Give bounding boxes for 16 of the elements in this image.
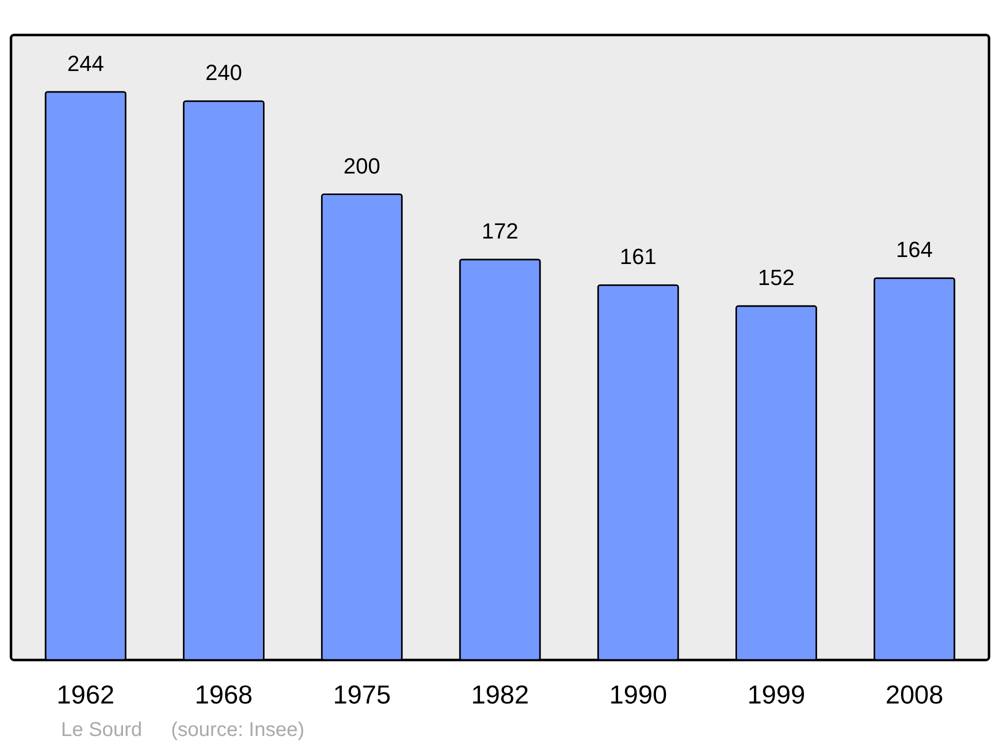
text: Le Sourd — [61, 719, 142, 741]
x-tick-label: 1982 — [471, 680, 529, 710]
data-label: 244 — [67, 50, 104, 76]
data-label: 240 — [205, 60, 242, 86]
x-tick-label: 1975 — [332, 680, 391, 710]
x-tick-label: 2008 — [885, 680, 944, 710]
data-label: 152 — [758, 265, 795, 290]
x-tick-label: 1990 — [609, 680, 668, 710]
x-tick-label: 1968 — [194, 680, 253, 710]
x-tick-label: 1999 — [747, 680, 806, 710]
text: (source: Insee) — [171, 719, 304, 741]
data-label: 172 — [482, 218, 518, 244]
data-label: 200 — [344, 153, 380, 178]
x-tick-label: 1962 — [56, 680, 115, 710]
data-label: 161 — [620, 244, 656, 270]
data-label: 164 — [896, 237, 933, 262]
